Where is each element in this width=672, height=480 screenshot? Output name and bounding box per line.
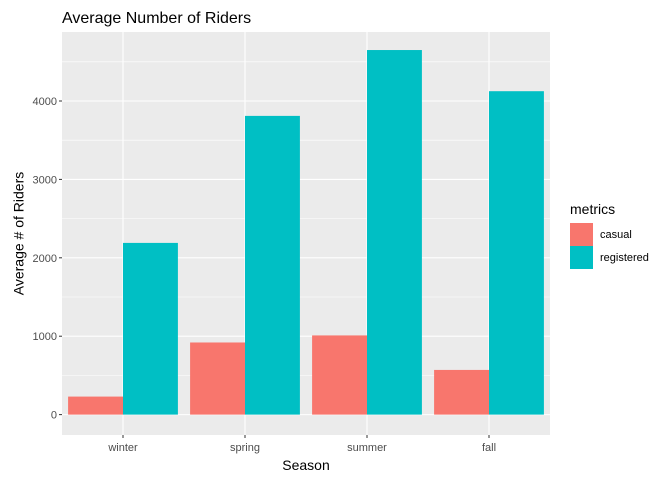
bar-casual-summer bbox=[312, 335, 367, 415]
y-tick-label: 2000 bbox=[33, 253, 57, 265]
y-axis-ticks: 0 1000 2000 3000 4000 bbox=[33, 96, 62, 422]
legend-label-registered: registered bbox=[600, 252, 649, 264]
x-tick-label: spring bbox=[230, 442, 260, 454]
bar-casual-winter bbox=[68, 396, 123, 415]
bar-registered-spring bbox=[245, 115, 300, 415]
x-tick-label: summer bbox=[347, 442, 387, 454]
bars bbox=[68, 50, 544, 415]
y-tick-label: 4000 bbox=[33, 96, 57, 108]
x-axis-ticks: winter spring summer fall bbox=[107, 435, 496, 454]
x-tick-label: fall bbox=[482, 442, 496, 454]
bar-registered-winter bbox=[123, 242, 178, 415]
bar-casual-fall bbox=[434, 369, 489, 415]
legend: metrics casual registered bbox=[570, 201, 649, 269]
legend-key-casual bbox=[570, 223, 593, 246]
chart-title: Average Number of Riders bbox=[62, 10, 251, 27]
legend-title: metrics bbox=[570, 201, 615, 217]
y-tick-label: 1000 bbox=[33, 331, 57, 343]
x-axis-title: Season bbox=[282, 457, 329, 473]
bar-registered-fall bbox=[489, 91, 544, 415]
x-tick-label: winter bbox=[107, 442, 138, 454]
bar-casual-spring bbox=[190, 342, 245, 415]
y-tick-label: 3000 bbox=[33, 174, 57, 186]
legend-label-casual: casual bbox=[600, 229, 632, 241]
y-tick-label: 0 bbox=[51, 410, 57, 422]
bar-registered-summer bbox=[367, 50, 422, 415]
legend-key-registered bbox=[570, 246, 593, 269]
y-axis-title: Average # of Riders bbox=[11, 172, 27, 295]
